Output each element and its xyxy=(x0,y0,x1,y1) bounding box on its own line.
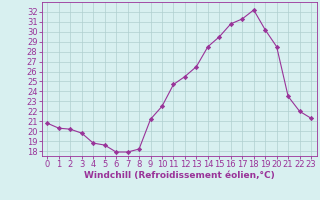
X-axis label: Windchill (Refroidissement éolien,°C): Windchill (Refroidissement éolien,°C) xyxy=(84,171,275,180)
